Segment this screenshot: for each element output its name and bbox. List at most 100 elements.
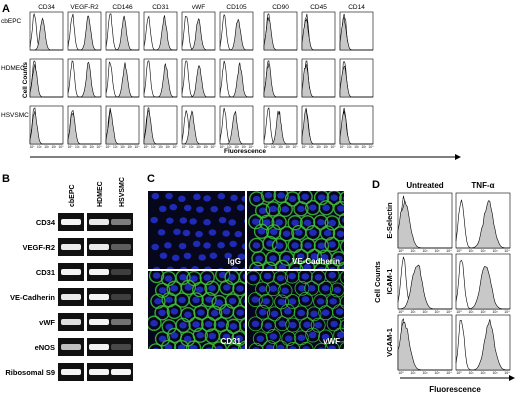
gel-box bbox=[87, 238, 133, 256]
nucleus bbox=[317, 219, 325, 226]
nucleus bbox=[241, 243, 245, 250]
histogram-fill bbox=[456, 319, 510, 371]
nucleus bbox=[302, 346, 310, 349]
nucleus bbox=[241, 345, 245, 349]
histogram-fill bbox=[301, 107, 335, 145]
nucleus bbox=[330, 194, 338, 201]
nucleus bbox=[217, 321, 226, 328]
nucleus bbox=[255, 255, 263, 262]
nucleus bbox=[158, 205, 167, 213]
membrane bbox=[324, 271, 340, 283]
tick-label: 10⁴ bbox=[504, 249, 510, 253]
nucleus bbox=[314, 321, 323, 329]
marker-label: CD45 bbox=[310, 4, 327, 11]
gel-box bbox=[87, 338, 133, 356]
marker-label: CD31 bbox=[152, 4, 169, 11]
gel-box bbox=[87, 213, 133, 231]
histogram-fill bbox=[29, 63, 63, 98]
gel-band bbox=[111, 319, 131, 325]
nucleus bbox=[336, 331, 344, 339]
nucleus bbox=[288, 272, 296, 280]
membrane bbox=[188, 316, 204, 333]
nucleus bbox=[336, 230, 344, 238]
histogram-fill bbox=[105, 109, 139, 145]
membrane bbox=[218, 329, 235, 345]
nucleus bbox=[291, 219, 299, 226]
nucleus bbox=[217, 267, 224, 269]
tick-label: 10⁰ bbox=[264, 145, 270, 149]
membrane bbox=[329, 282, 344, 298]
membrane bbox=[253, 223, 270, 240]
membrane bbox=[339, 271, 344, 285]
histogram-fill bbox=[263, 17, 297, 51]
nucleus bbox=[322, 204, 330, 212]
gel-band bbox=[61, 244, 81, 250]
histogram-fill bbox=[456, 200, 510, 249]
nucleus bbox=[192, 321, 200, 328]
gel-band bbox=[111, 344, 131, 350]
nucleus bbox=[222, 230, 230, 237]
tick-label: 10³ bbox=[51, 145, 56, 149]
nucleus bbox=[189, 344, 198, 349]
nucleus bbox=[296, 253, 305, 260]
tick-label: 10⁰ bbox=[68, 145, 74, 149]
nucleus bbox=[204, 266, 212, 269]
nucleus bbox=[205, 347, 213, 349]
nucleus bbox=[228, 219, 236, 226]
gel-band bbox=[89, 294, 109, 300]
nucleus bbox=[328, 345, 336, 349]
membrane bbox=[204, 280, 220, 296]
nucleus bbox=[320, 254, 329, 261]
membrane bbox=[338, 191, 344, 206]
nucleus bbox=[269, 255, 277, 262]
histogram-fill bbox=[397, 321, 452, 371]
nucleus bbox=[180, 266, 188, 269]
membrane bbox=[226, 342, 242, 349]
tick-label: 10¹ bbox=[410, 310, 416, 314]
membrane bbox=[293, 305, 309, 321]
cells bbox=[248, 191, 344, 269]
tick-label: 10⁰ bbox=[340, 145, 346, 149]
nucleus bbox=[328, 219, 337, 227]
tick-label: 10⁰ bbox=[182, 145, 188, 149]
image-label: vWF bbox=[323, 337, 340, 346]
nucleus bbox=[234, 230, 243, 238]
nucleus bbox=[269, 228, 278, 236]
row-label: VE-Cadherin bbox=[10, 293, 55, 302]
nucleus bbox=[335, 308, 344, 315]
nucleus bbox=[164, 344, 173, 349]
nucleus bbox=[151, 243, 159, 251]
marker-label: CD34 bbox=[38, 4, 55, 11]
nucleus bbox=[228, 274, 236, 281]
tick-label: 10¹ bbox=[468, 249, 474, 253]
panel-label: C bbox=[147, 173, 155, 185]
nucleus bbox=[150, 216, 158, 224]
nucleus bbox=[208, 229, 217, 236]
row-label: CD31 bbox=[36, 268, 55, 277]
nucleus bbox=[276, 344, 285, 349]
nucleus bbox=[343, 245, 344, 248]
nucleus bbox=[189, 218, 197, 225]
membrane bbox=[313, 191, 330, 206]
membrane bbox=[254, 203, 271, 219]
nucleus bbox=[241, 195, 245, 203]
nucleus bbox=[158, 335, 167, 343]
membrane bbox=[324, 341, 340, 349]
nucleus bbox=[281, 287, 289, 294]
nucleus bbox=[152, 347, 159, 349]
nucleus bbox=[258, 207, 267, 214]
gel-band bbox=[89, 269, 109, 275]
tick-label: 10⁴ bbox=[293, 145, 299, 149]
nucleus bbox=[343, 275, 344, 280]
tick-label: 10² bbox=[44, 145, 49, 149]
membrane bbox=[313, 238, 330, 254]
nucleus bbox=[195, 286, 204, 293]
gel-band bbox=[61, 219, 81, 225]
membrane bbox=[248, 316, 263, 332]
tick-label: 10² bbox=[196, 145, 201, 149]
nucleus bbox=[203, 195, 211, 202]
marker-label: VEGF-R2 bbox=[70, 4, 99, 11]
nucleus bbox=[303, 321, 311, 328]
nucleus bbox=[310, 310, 318, 318]
nucleus bbox=[196, 331, 205, 339]
